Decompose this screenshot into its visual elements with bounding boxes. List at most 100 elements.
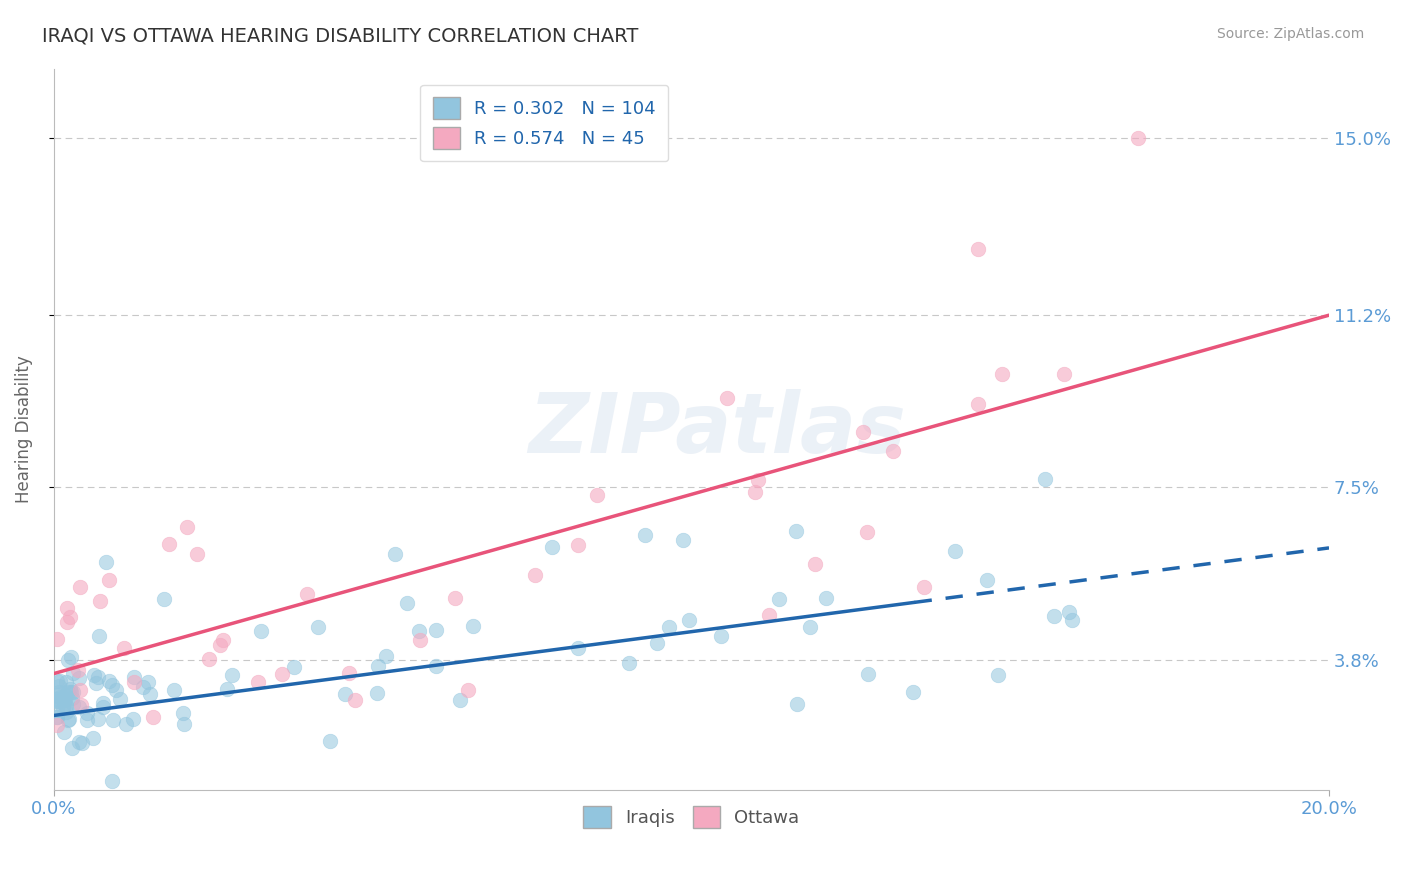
Point (443, 591, 465, 605)
Point (60, 691, 83, 706)
Point (46, 688, 69, 702)
Point (56, 601, 79, 615)
Point (634, 527, 657, 541)
Point (1126, 131, 1149, 145)
Point (966, 242, 988, 256)
Point (70, 736, 93, 750)
Point (67, 663, 90, 677)
Point (67, 734, 90, 748)
Point (53, 692, 76, 706)
Point (91, 696, 114, 710)
Point (136, 674, 159, 689)
Point (55, 705, 77, 719)
Point (449, 693, 471, 707)
Point (804, 557, 827, 571)
Text: IRAQI VS OTTAWA HEARING DISABILITY CORRELATION CHART: IRAQI VS OTTAWA HEARING DISABILITY CORRE… (42, 27, 638, 45)
Point (97, 573, 120, 587)
Point (60, 649, 83, 664)
Point (87, 629, 110, 643)
Point (814, 591, 837, 605)
Point (319, 734, 342, 748)
Point (101, 773, 124, 788)
Point (89, 593, 111, 607)
Point (366, 685, 388, 699)
Point (104, 683, 127, 698)
Point (163, 682, 186, 697)
Point (69, 682, 91, 697)
Point (295, 587, 318, 601)
Point (1033, 472, 1056, 486)
Point (747, 474, 769, 488)
Legend: Iraqis, Ottawa: Iraqis, Ottawa (576, 798, 807, 835)
Point (60, 685, 83, 699)
Point (59, 681, 82, 696)
Point (186, 547, 208, 561)
Point (67, 671, 90, 685)
Point (103, 713, 125, 727)
Point (55, 675, 77, 690)
Point (976, 573, 998, 587)
Point (343, 693, 366, 707)
Point (153, 592, 176, 607)
Point (209, 638, 232, 652)
Point (967, 397, 990, 411)
Point (307, 620, 329, 634)
Point (56, 714, 79, 728)
Point (991, 367, 1014, 381)
Point (425, 658, 447, 673)
Point (768, 591, 790, 606)
Point (250, 624, 273, 638)
Point (852, 425, 875, 439)
Point (710, 629, 733, 643)
Point (586, 488, 609, 502)
Point (46, 694, 69, 708)
Point (53, 725, 76, 739)
Point (567, 640, 589, 655)
Point (1062, 613, 1084, 627)
Point (799, 620, 821, 634)
Point (212, 633, 235, 648)
Point (856, 667, 879, 681)
Point (567, 538, 589, 552)
Point (46, 632, 69, 646)
Point (53, 698, 76, 712)
Point (108, 692, 131, 706)
Point (987, 668, 1010, 682)
Point (62, 666, 84, 681)
Text: Source: ZipAtlas.com: Source: ZipAtlas.com (1216, 27, 1364, 41)
Point (337, 665, 360, 680)
Point (457, 683, 479, 698)
Point (283, 659, 305, 673)
Point (138, 687, 160, 701)
Point (84, 675, 107, 690)
Point (55, 699, 77, 714)
Point (645, 636, 668, 650)
Point (98, 673, 121, 688)
Point (523, 567, 546, 582)
Point (658, 620, 681, 634)
Point (46, 710, 69, 724)
Point (172, 706, 194, 721)
Point (58, 653, 80, 667)
Point (943, 544, 966, 558)
Point (58, 610, 80, 624)
Point (48, 685, 70, 699)
Point (367, 659, 389, 673)
Point (672, 533, 695, 547)
Point (112, 640, 135, 655)
Point (122, 712, 145, 726)
Point (409, 632, 432, 647)
Point (221, 668, 243, 682)
Y-axis label: Hearing Disability: Hearing Disability (15, 355, 32, 503)
Point (912, 580, 935, 594)
Point (122, 670, 145, 684)
Point (91, 699, 114, 714)
Point (76, 713, 98, 727)
Point (96, 555, 118, 569)
Point (198, 651, 221, 665)
Point (1053, 367, 1076, 381)
Point (62, 697, 84, 711)
Point (82, 731, 104, 746)
Point (49, 690, 72, 705)
Point (678, 613, 700, 627)
